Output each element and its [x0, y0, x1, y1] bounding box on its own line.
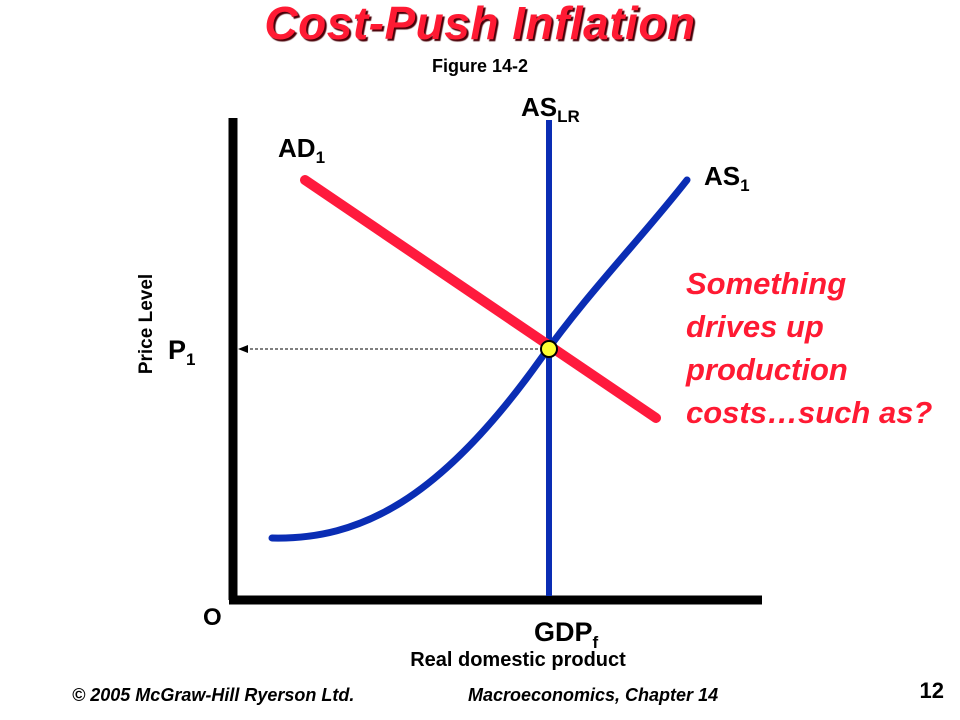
figure-number: Figure 14-2: [431, 56, 529, 76]
annotation-text: Something drives up production costs…suc…: [686, 266, 933, 430]
slide-title: Cost-Push Inflation: [264, 0, 696, 49]
aslr-label: ASLR: [521, 92, 580, 126]
price-level-p1: P1: [168, 335, 195, 369]
equilibrium-point: [540, 340, 558, 358]
page-number: 12: [919, 678, 944, 703]
footer-course: Macroeconomics, Chapter 14: [468, 685, 719, 705]
price-guide-arrowhead: [238, 345, 248, 353]
y-axis-label: Price Level: [136, 274, 157, 374]
gdp-label: GDPf: [534, 617, 599, 652]
footer-copyright: © 2005 McGraw-Hill Ryerson Ltd.: [72, 685, 355, 705]
ad1-label: AD1: [278, 133, 325, 167]
origin-label: O: [203, 604, 222, 631]
ad1-curve: [300, 175, 661, 423]
as1-label: AS1: [704, 161, 750, 195]
x-axis-label: Real domestic product: [410, 649, 626, 671]
as1-curve: [268, 176, 691, 542]
